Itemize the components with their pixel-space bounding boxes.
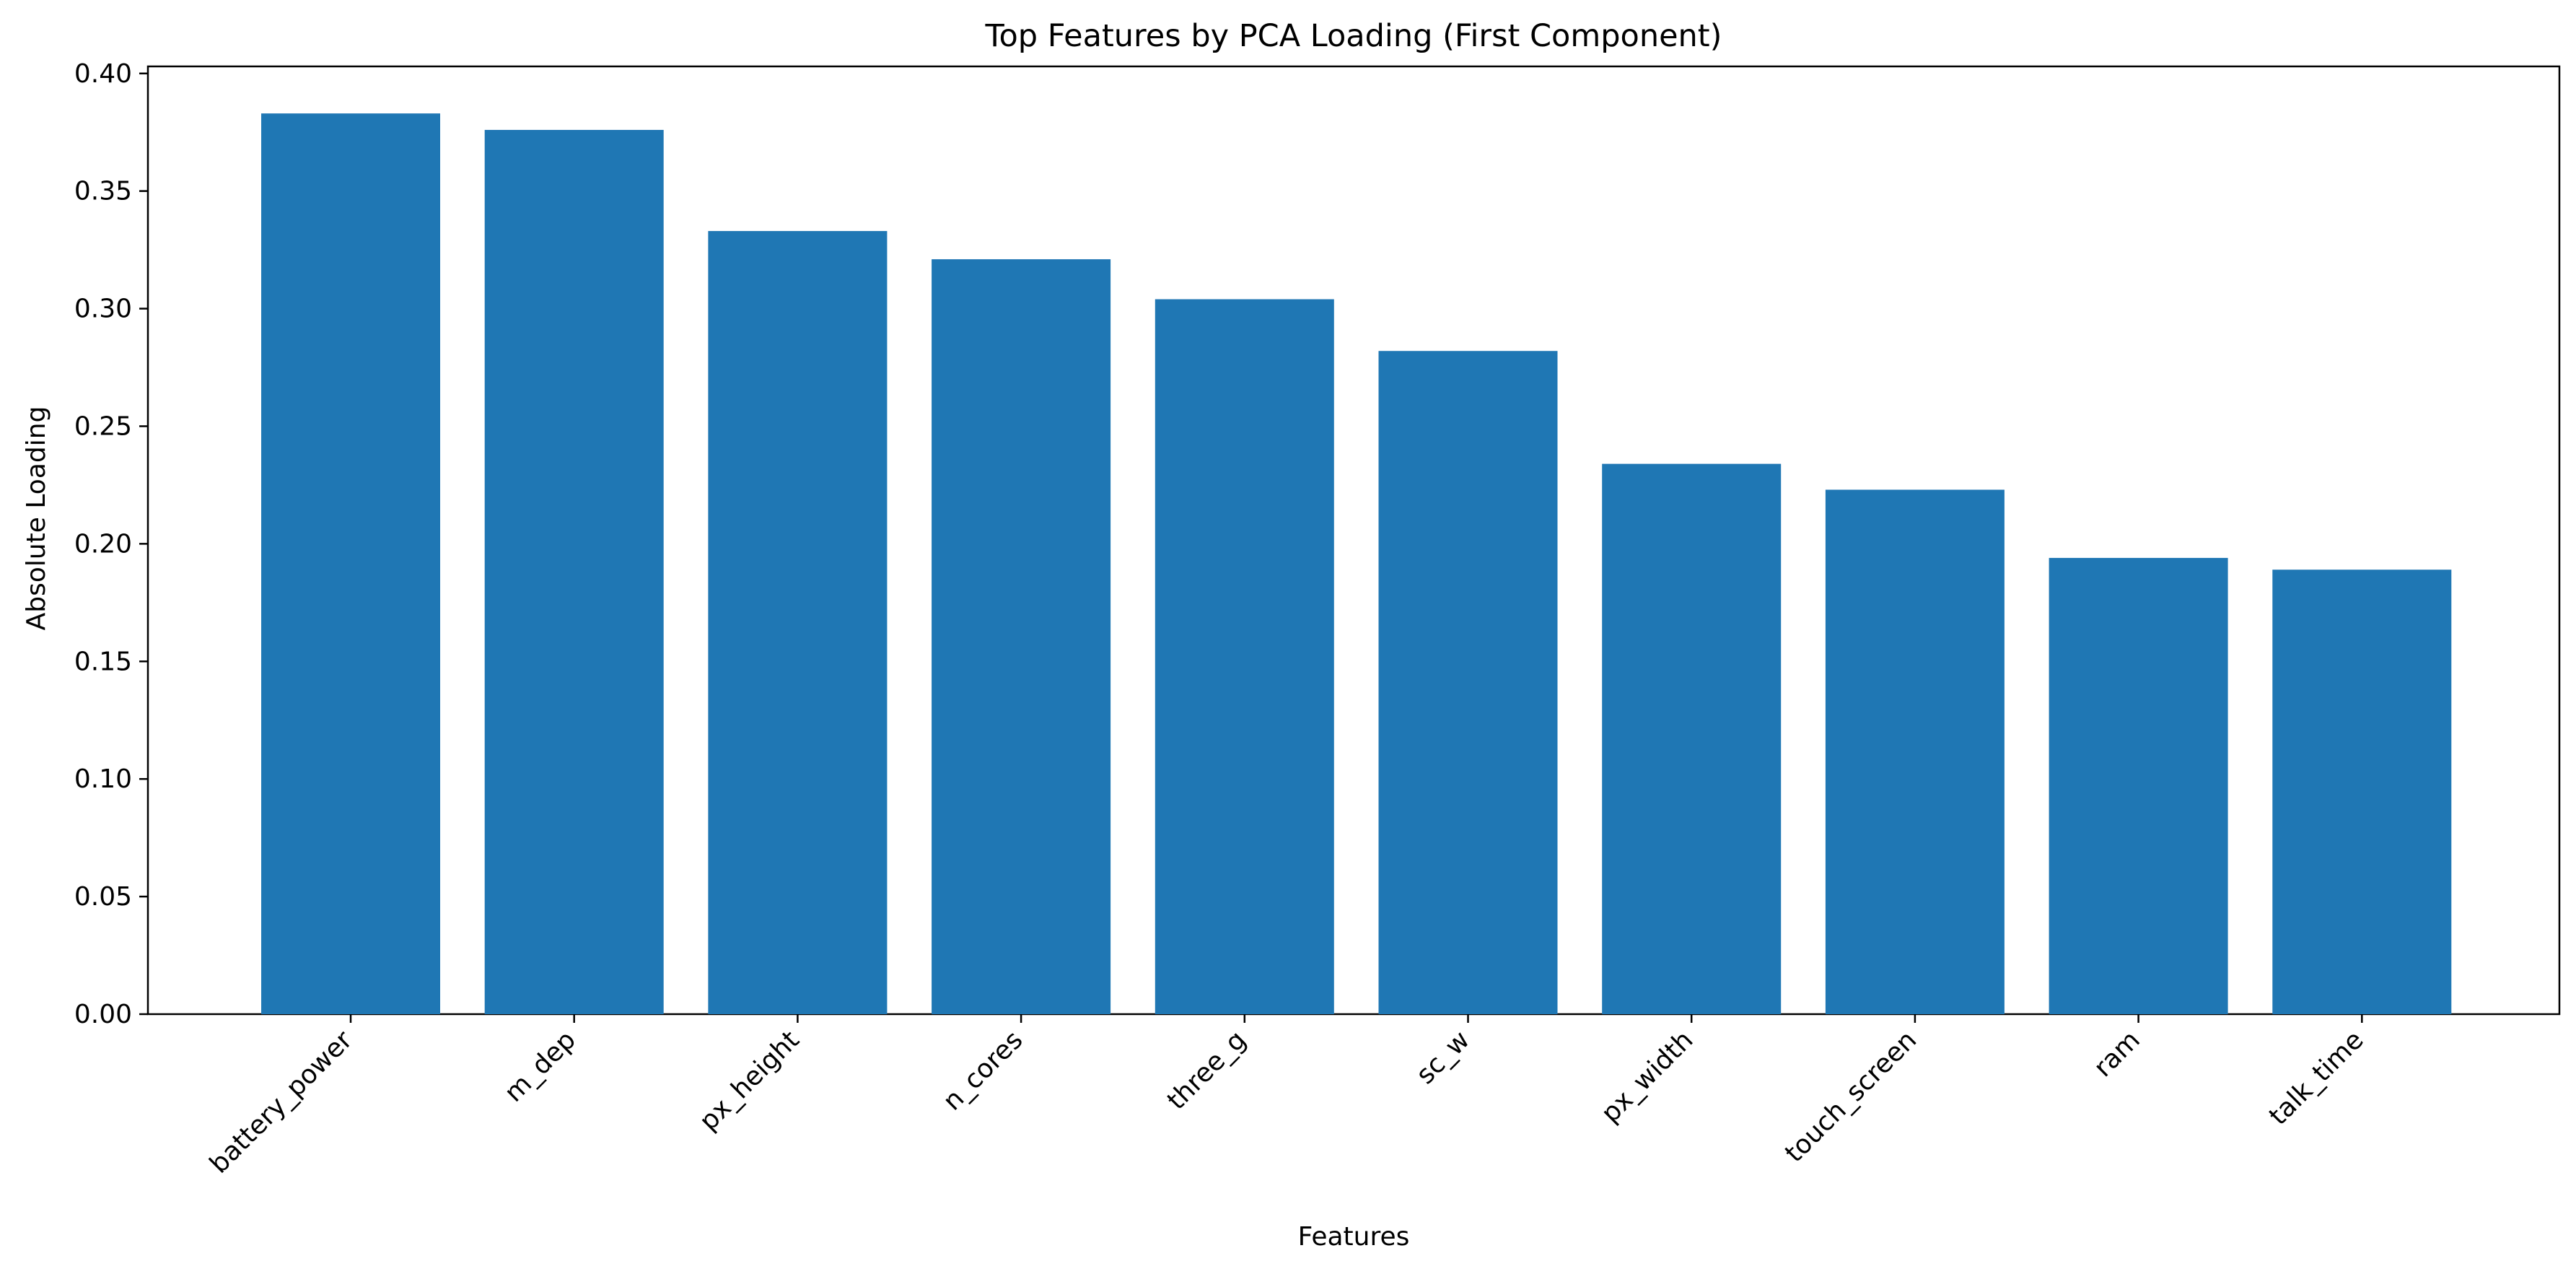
bar-touch_screen [1825,489,2005,1014]
x-tick-label: sc_w [1411,1025,1476,1090]
y-tick-label: 0.25 [74,411,132,441]
y-tick-label: 0.20 [74,529,132,559]
y-tick-label: 0.30 [74,294,132,324]
bar-m_dep [484,129,664,1014]
bar-three_g [1155,299,1334,1014]
chart-title: Top Features by PCA Loading (First Compo… [985,18,1722,54]
bar-battery_power [261,113,440,1015]
y-tick-label: 0.05 [74,882,132,912]
x-axis-label: Features [1298,1222,1410,1252]
bars-group [261,113,2452,1015]
plot-frame [146,65,2561,1016]
x-tick-label: three_g [1162,1025,1252,1115]
x-axis: battery_power m_dep px_height n_cores three_… [204,1014,2370,1179]
x-tick-label: touch_screen [1779,1025,1922,1168]
bar-talk_time [2272,570,2452,1014]
bar-ram [2049,557,2228,1014]
bar-n_cores [932,259,1111,1015]
plot-area [146,65,2561,1016]
bar-sc_w [1378,351,1558,1014]
y-tick-label: 0.10 [74,764,132,794]
y-tick-label: 0.00 [74,1000,132,1029]
x-tick-label: talk_time [2264,1025,2370,1131]
y-tick-label: 0.40 [74,59,132,89]
x-tick-label: battery_power [204,1025,358,1179]
x-tick-label: px_width [1595,1025,1699,1128]
bar-px_height [708,231,888,1015]
x-tick-label: px_height [694,1025,805,1136]
y-axis-label: Absolute Loading [22,406,51,631]
bar-px_width [1602,463,1782,1014]
y-tick-label: 0.15 [74,647,132,676]
x-tick-label: m_dep [499,1025,582,1107]
x-tick-label: ram [2088,1025,2146,1083]
y-tick-label: 0.35 [74,177,132,206]
y-axis: 0.00 0.05 0.10 0.15 0.20 0.25 0.30 0.35 0.40 [74,59,148,1029]
x-tick-label: n_cores [937,1025,1028,1116]
